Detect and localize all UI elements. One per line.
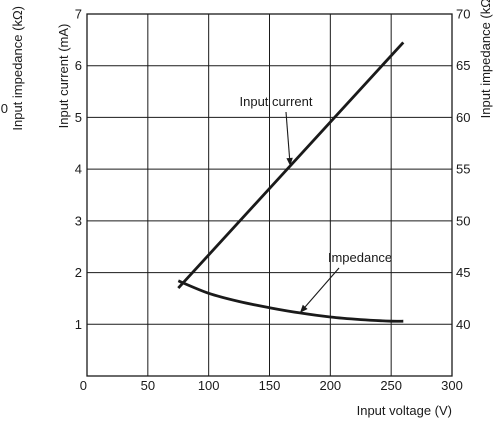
y-left-tick-label: 5 [75, 110, 82, 125]
y-left-tick-label: 2 [75, 265, 82, 280]
annotation-label: Impedance [328, 250, 392, 265]
annotations: Input current Impedance [240, 94, 392, 313]
y-left-tick-label: 6 [75, 58, 82, 73]
y-axis-right-label-clipped: Input impedance (kΩ) [10, 6, 25, 131]
annotation-label: Input current [240, 94, 313, 109]
y-left-tick-label: 1 [75, 317, 82, 332]
series-line-impedance [177, 279, 404, 323]
x-tick-label: 150 [259, 378, 281, 393]
y-axis-left-label: Input current (mA) [56, 24, 71, 129]
y-right-tick-label: 40 [456, 317, 470, 332]
x-tick-label: 50 [141, 378, 155, 393]
x-tick-label: 200 [319, 378, 341, 393]
y-right-tick-label: 50 [456, 213, 470, 228]
series-line-input-current [177, 41, 405, 290]
y-tick-label-clipped: 0 [1, 101, 8, 116]
plot-frame [86, 13, 453, 377]
series-lines [177, 41, 405, 323]
grid [87, 14, 452, 376]
y-right-tick-label: 65 [456, 58, 470, 73]
x-tick-label: 100 [198, 378, 220, 393]
y-right-tick-label: 55 [456, 162, 470, 177]
y-right-tick-label: 45 [456, 265, 470, 280]
x-tick-label: 0 [80, 378, 87, 393]
annotation-arrowhead [299, 304, 308, 313]
y-left-tick-label: 4 [75, 162, 82, 177]
y-axis-right-label: Input impedance (kΩ) [478, 0, 493, 118]
annotation-leader [304, 267, 340, 308]
y-left-tick-label: 3 [75, 213, 82, 228]
x-tick-label: 300 [441, 378, 463, 393]
y-right-tick-label: 60 [456, 110, 470, 125]
x-tick-label: 250 [380, 378, 402, 393]
y-right-tick-label: 70 [456, 7, 470, 22]
annotation-leader [285, 111, 291, 158]
x-axis-label: Input voltage (V) [357, 403, 452, 418]
y-left-tick-label: 7 [75, 7, 82, 22]
annotation-arrowhead [286, 157, 293, 166]
